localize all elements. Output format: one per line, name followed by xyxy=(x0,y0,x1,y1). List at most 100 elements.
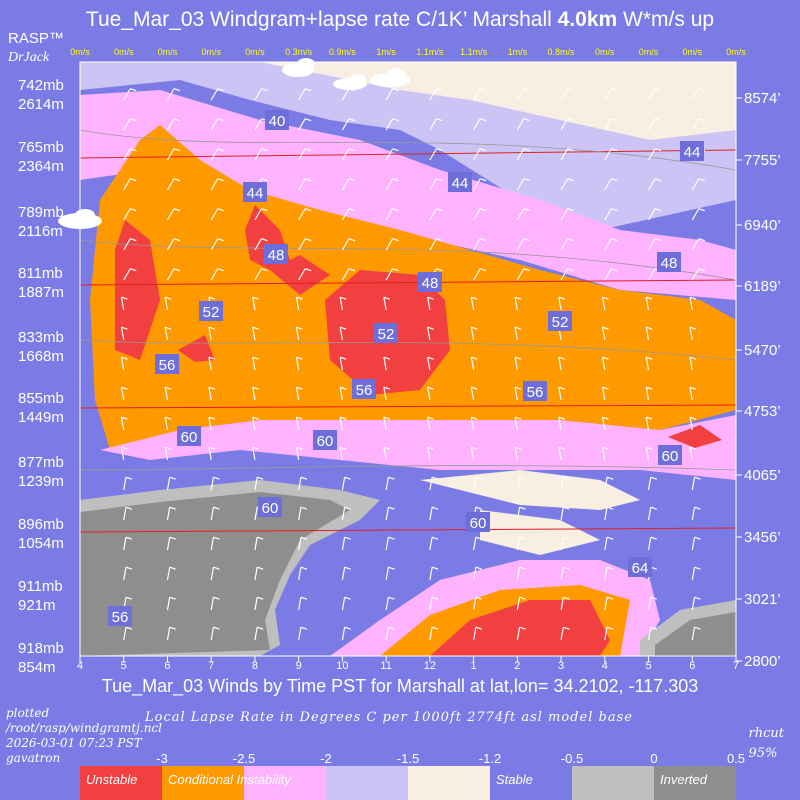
wind-barb-feather xyxy=(383,416,391,420)
wind-barb xyxy=(295,417,300,431)
wind-barb-feather xyxy=(611,178,618,182)
contour-label: 60 xyxy=(466,512,490,532)
updraft-label: 0.8m/s xyxy=(548,47,576,57)
wind-barb xyxy=(604,597,608,611)
wind-barb xyxy=(473,88,481,101)
wind-barb xyxy=(254,627,258,641)
wind-barb xyxy=(210,118,219,131)
wind-barb-feather xyxy=(514,356,522,360)
wind-barb-feather xyxy=(296,356,303,360)
wind-barb xyxy=(560,268,569,281)
colorbar-tick-label: 0.5 xyxy=(727,751,745,766)
wind-barb-feather xyxy=(261,208,268,212)
wind-barb-feather xyxy=(519,536,526,540)
wind-barb xyxy=(470,357,475,371)
wind-barb xyxy=(560,118,569,131)
wind-barb-feather xyxy=(125,536,133,540)
wind-barb xyxy=(341,627,346,641)
wind-barb-feather xyxy=(431,596,439,600)
wind-barb-feather xyxy=(427,386,434,390)
wind-barb xyxy=(645,357,650,371)
colorbar-segment xyxy=(654,766,736,800)
wind-barb-feather xyxy=(606,596,614,600)
wind-barb xyxy=(385,178,394,191)
wind-barb xyxy=(166,118,175,131)
rhcut-label: rhcut xyxy=(748,726,784,741)
contour-label-box xyxy=(313,430,337,450)
wind-barb-feather xyxy=(213,476,220,480)
right-axis-label: 6940’ xyxy=(744,217,781,234)
wind-barb-feather xyxy=(130,208,137,212)
contour-label: 44 xyxy=(243,182,267,202)
wind-barb xyxy=(208,357,212,371)
wind-barb xyxy=(647,627,652,641)
wind-barb-feather xyxy=(558,446,565,450)
wind-barb-feather xyxy=(165,416,172,420)
contour-label: 44 xyxy=(680,141,704,161)
wind-barb xyxy=(166,178,175,191)
x-tick-label: 7 xyxy=(208,660,214,672)
colorbar-tick-label: -1.2 xyxy=(479,751,501,766)
contour-labels: 40 44 44 44 48 48 48 52 52 52 56 56 56 56 60 60 60 60 60 64 xyxy=(108,110,704,626)
wind-barb xyxy=(604,627,608,641)
left-axis-pressure: 918mb xyxy=(18,640,64,657)
contour-label-text: 48 xyxy=(661,255,678,272)
wind-barb-feather xyxy=(654,88,662,92)
wind-barb-feather xyxy=(650,476,657,480)
wind-barb-feather xyxy=(475,626,483,630)
wind-barb-feather xyxy=(689,326,697,330)
wind-barb xyxy=(210,148,219,161)
plot-info-line: /root/rasp/windgramtj.ncl xyxy=(6,721,162,735)
wind-barb xyxy=(339,357,343,371)
wind-barb-feather xyxy=(646,296,653,300)
wind-barb xyxy=(164,327,169,341)
wind-barb xyxy=(516,208,525,221)
wind-barb xyxy=(516,118,525,131)
wind-barb xyxy=(647,477,652,491)
contour-label: 56 xyxy=(523,381,547,401)
wind-barb xyxy=(473,238,481,251)
wind-barb xyxy=(560,178,569,191)
wind-barb-feather xyxy=(261,238,268,242)
wind-barb xyxy=(470,297,475,311)
wind-barb xyxy=(601,387,606,401)
wind-barb-feather xyxy=(121,446,128,450)
wind-barb-feather xyxy=(217,178,224,182)
wind-barb-feather xyxy=(567,148,574,152)
wind-barb xyxy=(166,148,175,161)
wind-barb-feather xyxy=(392,88,399,92)
wind-barb-feather xyxy=(479,118,487,122)
left-axis-height: 1054m xyxy=(18,535,64,552)
updraft-label: 1.1m/s xyxy=(460,47,488,57)
wind-barb xyxy=(560,477,564,491)
wind-barb-feather xyxy=(694,476,701,480)
wind-barb xyxy=(383,387,387,401)
wind-barb xyxy=(210,507,215,521)
contour-label-text: 52 xyxy=(552,314,569,331)
contour-label: 52 xyxy=(548,311,572,331)
wind-barb-feather xyxy=(344,476,351,480)
wind-barb-feather xyxy=(431,626,439,630)
wind-barb xyxy=(691,88,700,101)
wind-barb xyxy=(210,567,215,581)
contour-label: 52 xyxy=(199,301,223,321)
wind-barb-feather xyxy=(694,596,701,600)
wind-barb xyxy=(254,208,262,221)
wind-barb-feather xyxy=(339,446,347,450)
wind-barb-feather xyxy=(471,356,478,360)
wind-barb-feather xyxy=(611,268,618,272)
colorbar-segment xyxy=(326,766,408,800)
wind-barb xyxy=(691,118,700,131)
wind-barb xyxy=(470,417,475,431)
wind-barb xyxy=(208,447,212,461)
wind-barb-feather xyxy=(519,626,526,630)
wind-barb-feather xyxy=(567,178,574,182)
wind-barb xyxy=(120,297,125,311)
wind-barb-feather xyxy=(436,268,443,272)
colorbar-segment-label: Conditional Instability xyxy=(168,772,292,787)
updraft-label: 1m/s xyxy=(376,47,396,57)
wind-barb-feather xyxy=(650,596,657,600)
contour-label-box xyxy=(258,497,282,517)
wind-barb xyxy=(648,148,656,161)
contour-label: 60 xyxy=(313,430,337,450)
